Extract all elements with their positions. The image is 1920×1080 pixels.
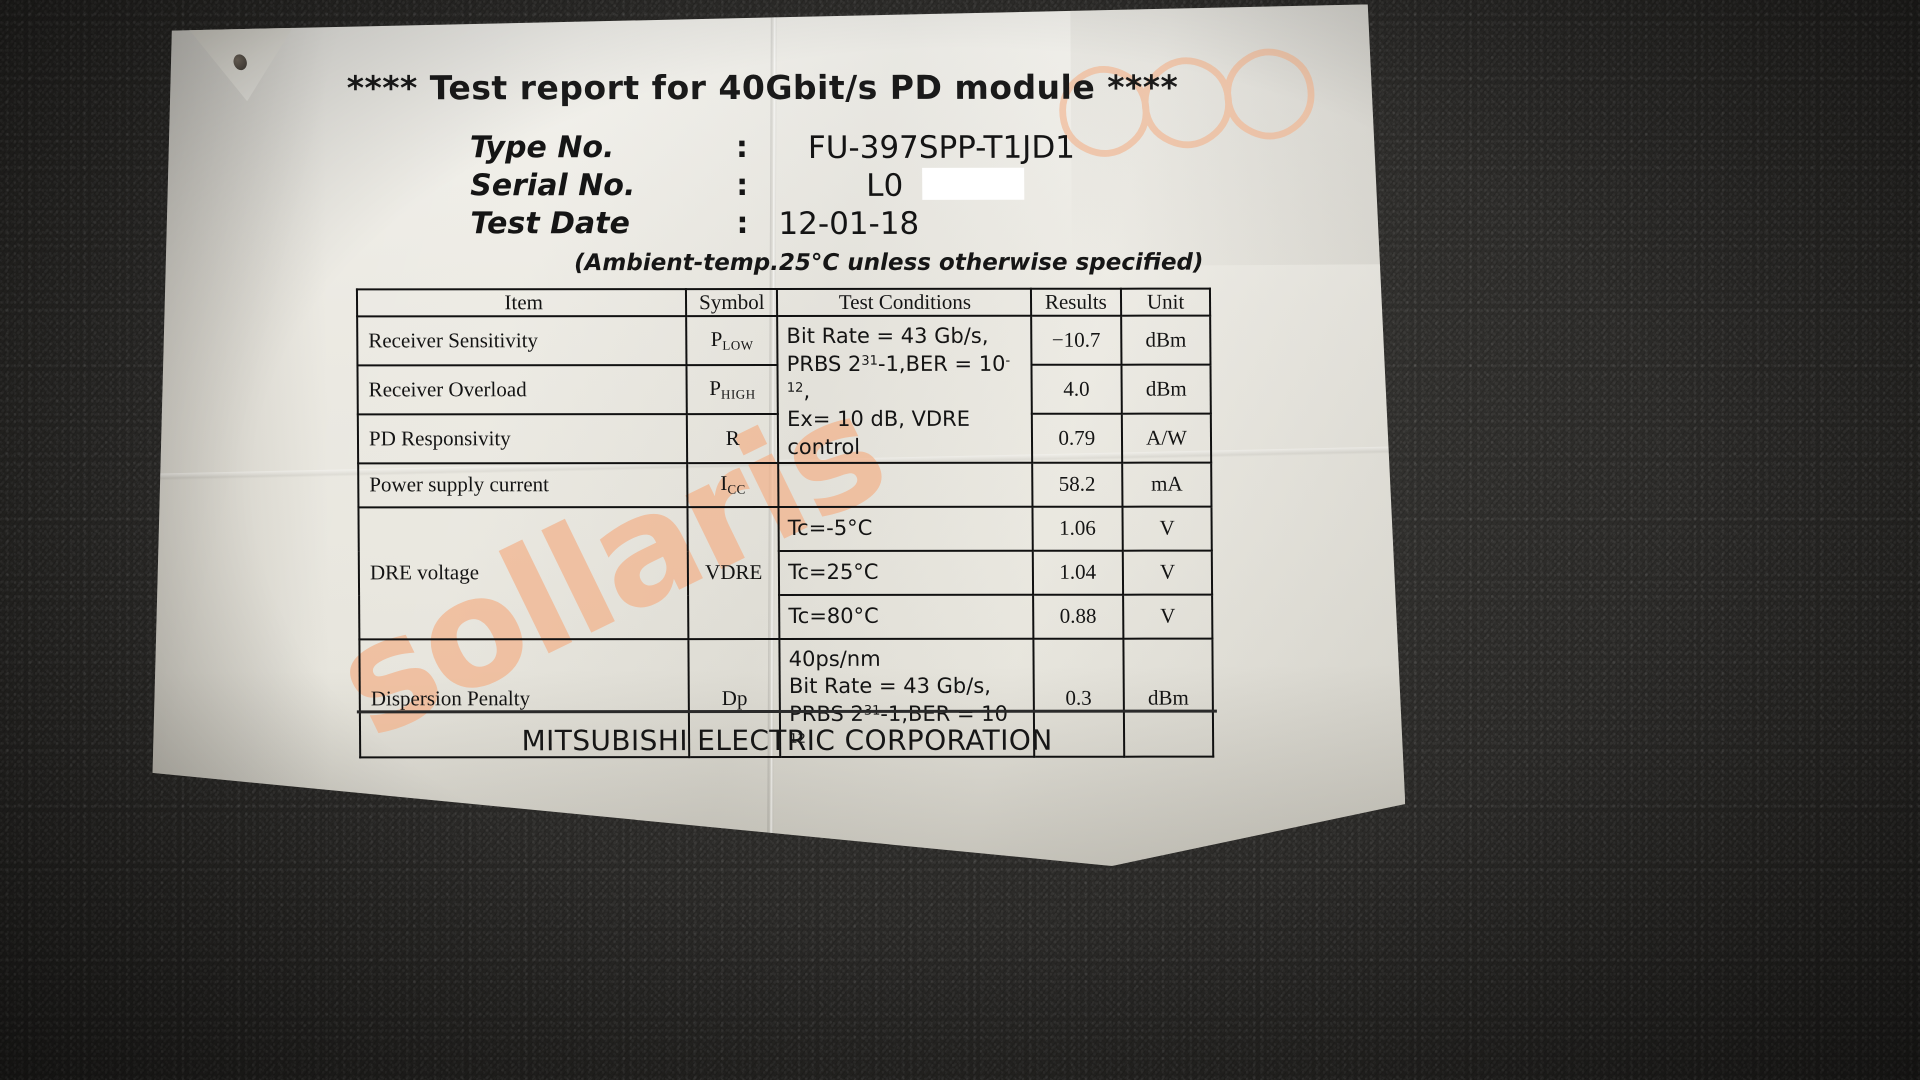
column-header-results: Results [1030,288,1122,316]
row-result-power-supply-current: 58.2 [1031,462,1123,507]
row-item-receiver-sensitivity: Receiver Sensitivity [357,316,687,366]
row-result-receiver-sensitivity: −10.7 [1030,315,1122,365]
symbol-base: P [710,327,723,352]
row-item-pd-responsivity: PD Responsivity [357,413,688,463]
row-result-tc-25: 1.04 [1032,550,1124,595]
row-condition-tc-minus5: Tc=-5°C [778,506,1033,551]
header-row-test-date: Test Date : 12-01-18 [148,205,1378,242]
table-row: Power supply current ICC 58.2 mA [358,462,1212,507]
table-header-row: Item Symbol Test Conditions Results Unit [356,288,1211,317]
company-footer: MITSUBISHI ELECTRIC CORPORATION [521,723,1053,758]
header-label-serial-no: Serial No. [470,168,636,204]
page-title: **** Test report for 40Gbit/s PD module … [346,67,1179,108]
row-unit-tc-25: V [1122,550,1213,595]
row-condition-power-supply-current [778,462,1032,507]
header-value-type-no: FU-397SPP-T1JD1 [807,129,1076,166]
header-label-type-no: Type No. [469,130,615,166]
row-result-pd-responsivity: 0.79 [1031,413,1123,463]
row-unit-tc-minus5: V [1122,506,1212,551]
row-unit-tc-80: V [1123,594,1213,639]
header-colon-test-date: : [736,206,749,242]
header-value-test-date: 12-01-18 [778,205,920,243]
row-symbol-vdre: VDRE [687,506,780,639]
condition-line-3: Ex= 10 dB, VDRE control [787,406,971,459]
header-row-serial-no: Serial No. : L0 [148,167,1378,204]
dispersion-condition-line-1: 40ps/nm [788,646,881,671]
table-row: Receiver Sensitivity PLOW Bit Rate = 43 … [357,315,1211,463]
row-result-receiver-overload: 4.0 [1030,364,1122,414]
header-label-test-date: Test Date [470,206,631,242]
column-header-test-conditions: Test Conditions [777,288,1031,317]
row-result-tc-80: 0.88 [1032,594,1124,639]
row-result-tc-minus5: 1.06 [1031,506,1123,551]
ambient-temperature-note: (Ambient-temp.25°C unless otherwise spec… [573,249,1204,277]
row-symbol-p-high: PHIGH [686,364,779,414]
row-condition-tc-25: Tc=25°C [779,550,1033,595]
symbol-subscript: HIGH [720,386,756,402]
serial-number-redaction [922,167,1025,200]
row-item-power-supply-current: Power supply current [358,462,688,507]
header-value-serial-no: L0 [866,167,904,204]
symbol-subscript: LOW [722,337,754,353]
row-symbol-p-low: PLOW [686,316,778,365]
row-item-receiver-overload: Receiver Overload [357,364,688,415]
row-unit-receiver-sensitivity: dBm [1121,315,1211,365]
test-report-document: **** Test report for 40Gbit/s PD module … [147,9,1403,870]
header-colon-type-no: : [735,130,749,166]
symbol-base: P [709,376,722,401]
row-unit-power-supply-current: mA [1122,462,1212,507]
row-symbol-icc: ICC [687,462,779,507]
condition-line-2: PRBS 231-1,BER = 10-12, [786,351,1011,404]
row-unit-receiver-overload: dBm [1121,364,1211,414]
row-symbol-r: R [687,413,779,463]
column-header-item: Item [356,289,687,317]
row-condition-tc-80: Tc=80°C [779,594,1033,639]
test-results-table: Item Symbol Test Conditions Results Unit… [356,288,1214,759]
column-header-symbol: Symbol [686,289,778,317]
column-header-unit: Unit [1121,288,1211,316]
header-colon-serial-no: : [736,168,749,204]
table-row: DRE voltage VDRE Tc=-5°C 1.06 V [358,506,1212,639]
dispersion-condition-line-2: Bit Rate = 43 Gb/s, [788,674,991,699]
row-item-dre-voltage: DRE voltage [358,506,689,639]
header-row-type-no: Type No. : FU-397SPP-T1JD1 [148,129,1378,166]
symbol-subscript: CC [727,481,746,497]
condition-line-1: Bit Rate = 43 Gb/s, [786,323,989,348]
row-unit-pd-responsivity: A/W [1121,413,1212,463]
shared-test-conditions-cell: Bit Rate = 43 Gb/s, PRBS 231-1,BER = 10-… [777,315,1032,463]
